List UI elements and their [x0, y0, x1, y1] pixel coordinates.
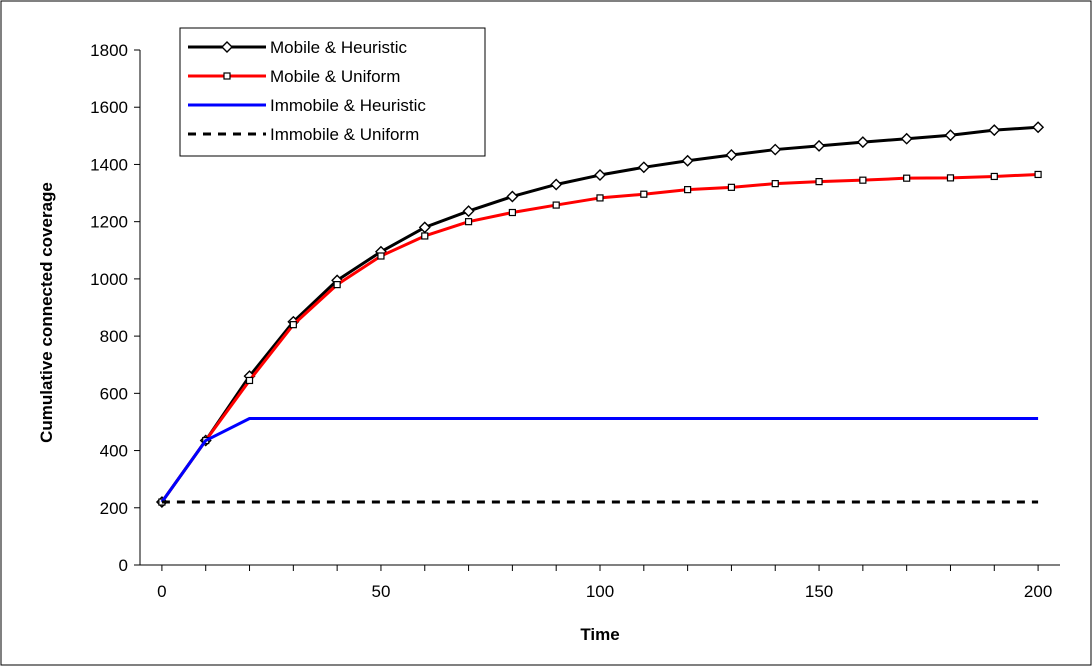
data-point — [594, 169, 606, 182]
data-point — [769, 143, 782, 156]
legend-label: Immobile & Uniform — [270, 125, 419, 144]
data-point — [596, 194, 604, 202]
data-point — [859, 176, 867, 184]
y-tick-label: 0 — [119, 556, 128, 575]
data-point — [946, 174, 955, 182]
data-point — [903, 174, 911, 182]
y-tick-label: 1800 — [90, 41, 128, 60]
y-tick-label: 200 — [100, 499, 128, 518]
y-tick-label: 1000 — [90, 270, 128, 289]
data-point — [771, 180, 779, 188]
y-tick-label: 1600 — [90, 98, 128, 117]
data-point — [681, 154, 694, 167]
data-point — [464, 218, 473, 226]
legend-item: Immobile & Heuristic — [188, 96, 426, 115]
data-point — [221, 41, 233, 53]
y-tick-label: 800 — [100, 327, 128, 346]
data-point — [1032, 121, 1045, 134]
data-point — [856, 136, 869, 149]
series-2 — [158, 170, 1042, 506]
y-tick-label: 1400 — [90, 155, 128, 174]
data-point — [245, 376, 254, 385]
data-point — [552, 201, 560, 209]
data-point — [725, 149, 738, 161]
legend-item: Mobile & Heuristic — [188, 38, 407, 57]
data-point — [550, 178, 563, 191]
x-tick-label: 50 — [371, 582, 390, 601]
data-point — [990, 172, 998, 181]
legend-box — [179, 27, 486, 157]
data-point — [988, 124, 1001, 137]
data-point — [813, 139, 826, 152]
data-point — [815, 178, 823, 186]
legend-item: Immobile & Uniform — [188, 125, 419, 144]
data-point — [944, 129, 957, 142]
legend-label: Mobile & Uniform — [270, 67, 400, 86]
data-point — [637, 161, 650, 174]
data-point — [640, 190, 648, 198]
x-axis-title: Time — [580, 625, 619, 644]
data-point — [377, 252, 385, 260]
data-point — [727, 183, 736, 191]
data-point — [289, 321, 297, 329]
data-point — [508, 208, 516, 217]
data-point — [223, 72, 231, 80]
data-point — [900, 132, 913, 145]
data-point — [1034, 170, 1042, 179]
data-point — [462, 205, 475, 218]
x-tick-label: 0 — [157, 582, 166, 601]
data-point — [421, 232, 429, 240]
data-point — [506, 190, 519, 203]
x-tick-label: 200 — [1024, 582, 1052, 601]
legend-item: Mobile & Uniform — [188, 67, 400, 86]
x-tick-label: 100 — [586, 582, 614, 601]
legend: Mobile & Heuristic Mobile & Uniform Immobi… — [179, 27, 486, 157]
series-3 — [160, 417, 1039, 503]
series-line — [160, 417, 1039, 503]
data-point — [333, 281, 341, 289]
y-tick-label: 400 — [100, 442, 128, 461]
x-tick-label: 150 — [805, 582, 833, 601]
y-tick-label: 600 — [100, 384, 128, 403]
y-axis-title: Cumulative connected coverage — [37, 182, 56, 443]
y-tick-label: 1200 — [90, 213, 128, 232]
data-point — [684, 186, 692, 194]
legend-label: Mobile & Heuristic — [270, 38, 407, 57]
series-group — [155, 121, 1045, 509]
legend-label: Immobile & Heuristic — [270, 96, 426, 115]
ticks: 0 200 400 600 800 1000 1200 1400 1600 1800 0 50 100 1… — [90, 41, 1052, 601]
